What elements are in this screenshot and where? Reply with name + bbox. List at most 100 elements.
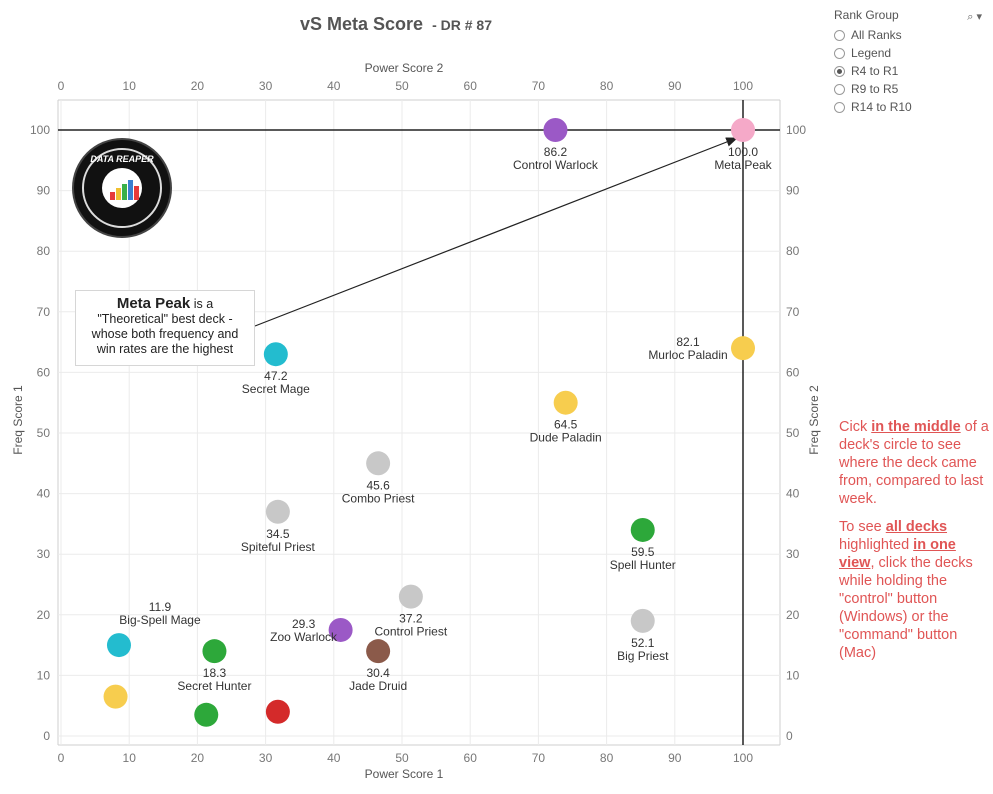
x-axis-top-title: Power Score 2 <box>365 61 444 75</box>
x-tick-label: 30 <box>259 751 273 765</box>
deck-name-label: Zoo Warlock <box>270 630 338 644</box>
x-tick-label: 0 <box>58 751 65 765</box>
x-tick-label: 50 <box>395 751 409 765</box>
deck-point <box>731 336 755 361</box>
chart-title-main: vS Meta Score <box>300 14 424 34</box>
deck-point <box>398 584 423 609</box>
radio-icon[interactable] <box>834 29 845 41</box>
deck-value-label: 34.5 <box>266 527 290 541</box>
deck-value-label: 47.2 <box>264 369 288 383</box>
y-tick-label: 50 <box>37 426 51 440</box>
deck-point <box>194 702 219 727</box>
deck-value-label: 29.3 <box>292 617 316 631</box>
x-top-tick-label: 60 <box>464 79 478 93</box>
y-tick-label: 70 <box>37 305 51 319</box>
y-right-tick-label: 50 <box>786 426 800 440</box>
deck-point <box>103 684 128 709</box>
x-top-tick-label: 0 <box>58 79 65 93</box>
deck-point <box>265 699 290 724</box>
x-top-tick-label: 50 <box>395 79 409 93</box>
filter-option-label: All Ranks <box>851 28 902 42</box>
callout-bold: Meta Peak <box>116 295 191 312</box>
x-tick-label: 10 <box>123 751 137 765</box>
radio-icon[interactable] <box>834 83 845 95</box>
x-top-tick-label: 100 <box>733 79 753 93</box>
deck-value-label: 45.6 <box>366 478 390 492</box>
y-right-tick-label: 30 <box>786 547 800 561</box>
radio-icon[interactable] <box>834 101 845 113</box>
x-tick-label: 20 <box>191 751 205 765</box>
deck-name-label: Murloc Paladin <box>648 348 727 362</box>
deck-value-label: 86.2 <box>544 145 568 159</box>
meta-peak-callout: Meta Peak is a "Theoretical" best deck -… <box>75 290 255 366</box>
deck-value-label: 30.4 <box>366 666 390 680</box>
deck-point <box>265 499 290 524</box>
deck-name-label: Spiteful Priest <box>241 540 316 554</box>
rank-group-filter: Rank Group ⌕ ▾ All Ranks Legend R4 to R1 R9… <box>834 8 984 116</box>
deck-name-label: Jade Druid <box>349 679 407 693</box>
filter-option-r9-to-r5[interactable]: R9 to R5 <box>834 80 984 98</box>
filter-search-icon[interactable]: ⌕ ▾ <box>967 11 982 23</box>
deck-point <box>263 342 288 367</box>
deck-point <box>731 118 755 142</box>
y-right-tick-label: 90 <box>786 184 800 198</box>
deck-value-label: 52.1 <box>631 636 655 650</box>
deck-point <box>630 608 655 633</box>
callout-text1: is a <box>190 297 214 311</box>
x-tick-label: 90 <box>668 751 682 765</box>
chart-title: vS Meta Score - DR # 87 <box>300 14 492 35</box>
y-right-tick-label: 0 <box>786 729 793 743</box>
filter-option-legend[interactable]: Legend <box>834 44 984 62</box>
y-right-tick-label: 60 <box>786 365 800 379</box>
annotation-arrow <box>254 137 739 327</box>
deck-point <box>366 451 391 476</box>
x-top-tick-label: 40 <box>327 79 341 93</box>
deck-value-label: 82.1 <box>676 335 700 349</box>
filter-option-label: R4 to R1 <box>851 64 899 78</box>
radio-icon[interactable] <box>834 65 845 77</box>
deck-point <box>366 639 391 664</box>
y-axis-title: Freq Score 1 <box>11 385 25 455</box>
y-right-tick-label: 100 <box>786 123 806 137</box>
y-tick-label: 10 <box>37 668 51 682</box>
x-tick-label: 80 <box>600 751 614 765</box>
deck-point <box>543 118 568 142</box>
y-tick-label: 0 <box>43 729 50 743</box>
callout-text3: whose both frequency and <box>91 327 239 341</box>
x-top-tick-label: 20 <box>191 79 205 93</box>
data-reaper-logo: DATA REAPER <box>74 140 170 236</box>
deck-name-label: Control Priest <box>375 625 448 639</box>
deck-point <box>202 639 227 664</box>
y-tick-label: 30 <box>37 547 51 561</box>
deck-value-label: 64.5 <box>554 418 578 432</box>
x-top-tick-label: 70 <box>532 79 546 93</box>
x-tick-label: 70 <box>532 751 546 765</box>
deck-value-label: 18.3 <box>203 666 227 680</box>
y-right-tick-label: 10 <box>786 668 800 682</box>
deck-name-label: Combo Priest <box>342 491 415 505</box>
instructions-p1: Cick in the middle of a deck's circle to… <box>839 419 989 507</box>
y-tick-label: 20 <box>37 608 51 622</box>
radio-icon[interactable] <box>834 47 845 59</box>
y-tick-label: 90 <box>37 184 51 198</box>
deck-value-label: 59.5 <box>631 545 655 559</box>
deck-name-label: Meta Peak <box>714 158 772 172</box>
deck-name-label: Secret Mage <box>242 382 310 396</box>
filter-option-r4-to-r1[interactable]: R4 to R1 <box>834 62 984 80</box>
filter-title: Rank Group <box>834 8 899 22</box>
y-right-tick-label: 70 <box>786 305 800 319</box>
filter-option-r14-to-r10[interactable]: R14 to R10 <box>834 98 984 116</box>
deck-point <box>630 517 655 542</box>
y-right-tick-label: 40 <box>786 487 800 501</box>
x-top-tick-label: 30 <box>259 79 273 93</box>
filter-option-all-ranks[interactable]: All Ranks <box>834 26 984 44</box>
deck-value-label: 11.9 <box>149 600 172 614</box>
x-top-tick-label: 10 <box>123 79 137 93</box>
deck-name-label: Secret Hunter <box>177 679 251 693</box>
deck-name-label: Big-Spell Mage <box>119 613 201 627</box>
deck-name-label: Dude Paladin <box>530 431 602 445</box>
y-right-tick-label: 80 <box>786 244 800 258</box>
deck-name-label: Control Warlock <box>513 158 599 172</box>
callout-text4: win rates are the highest <box>96 342 234 356</box>
